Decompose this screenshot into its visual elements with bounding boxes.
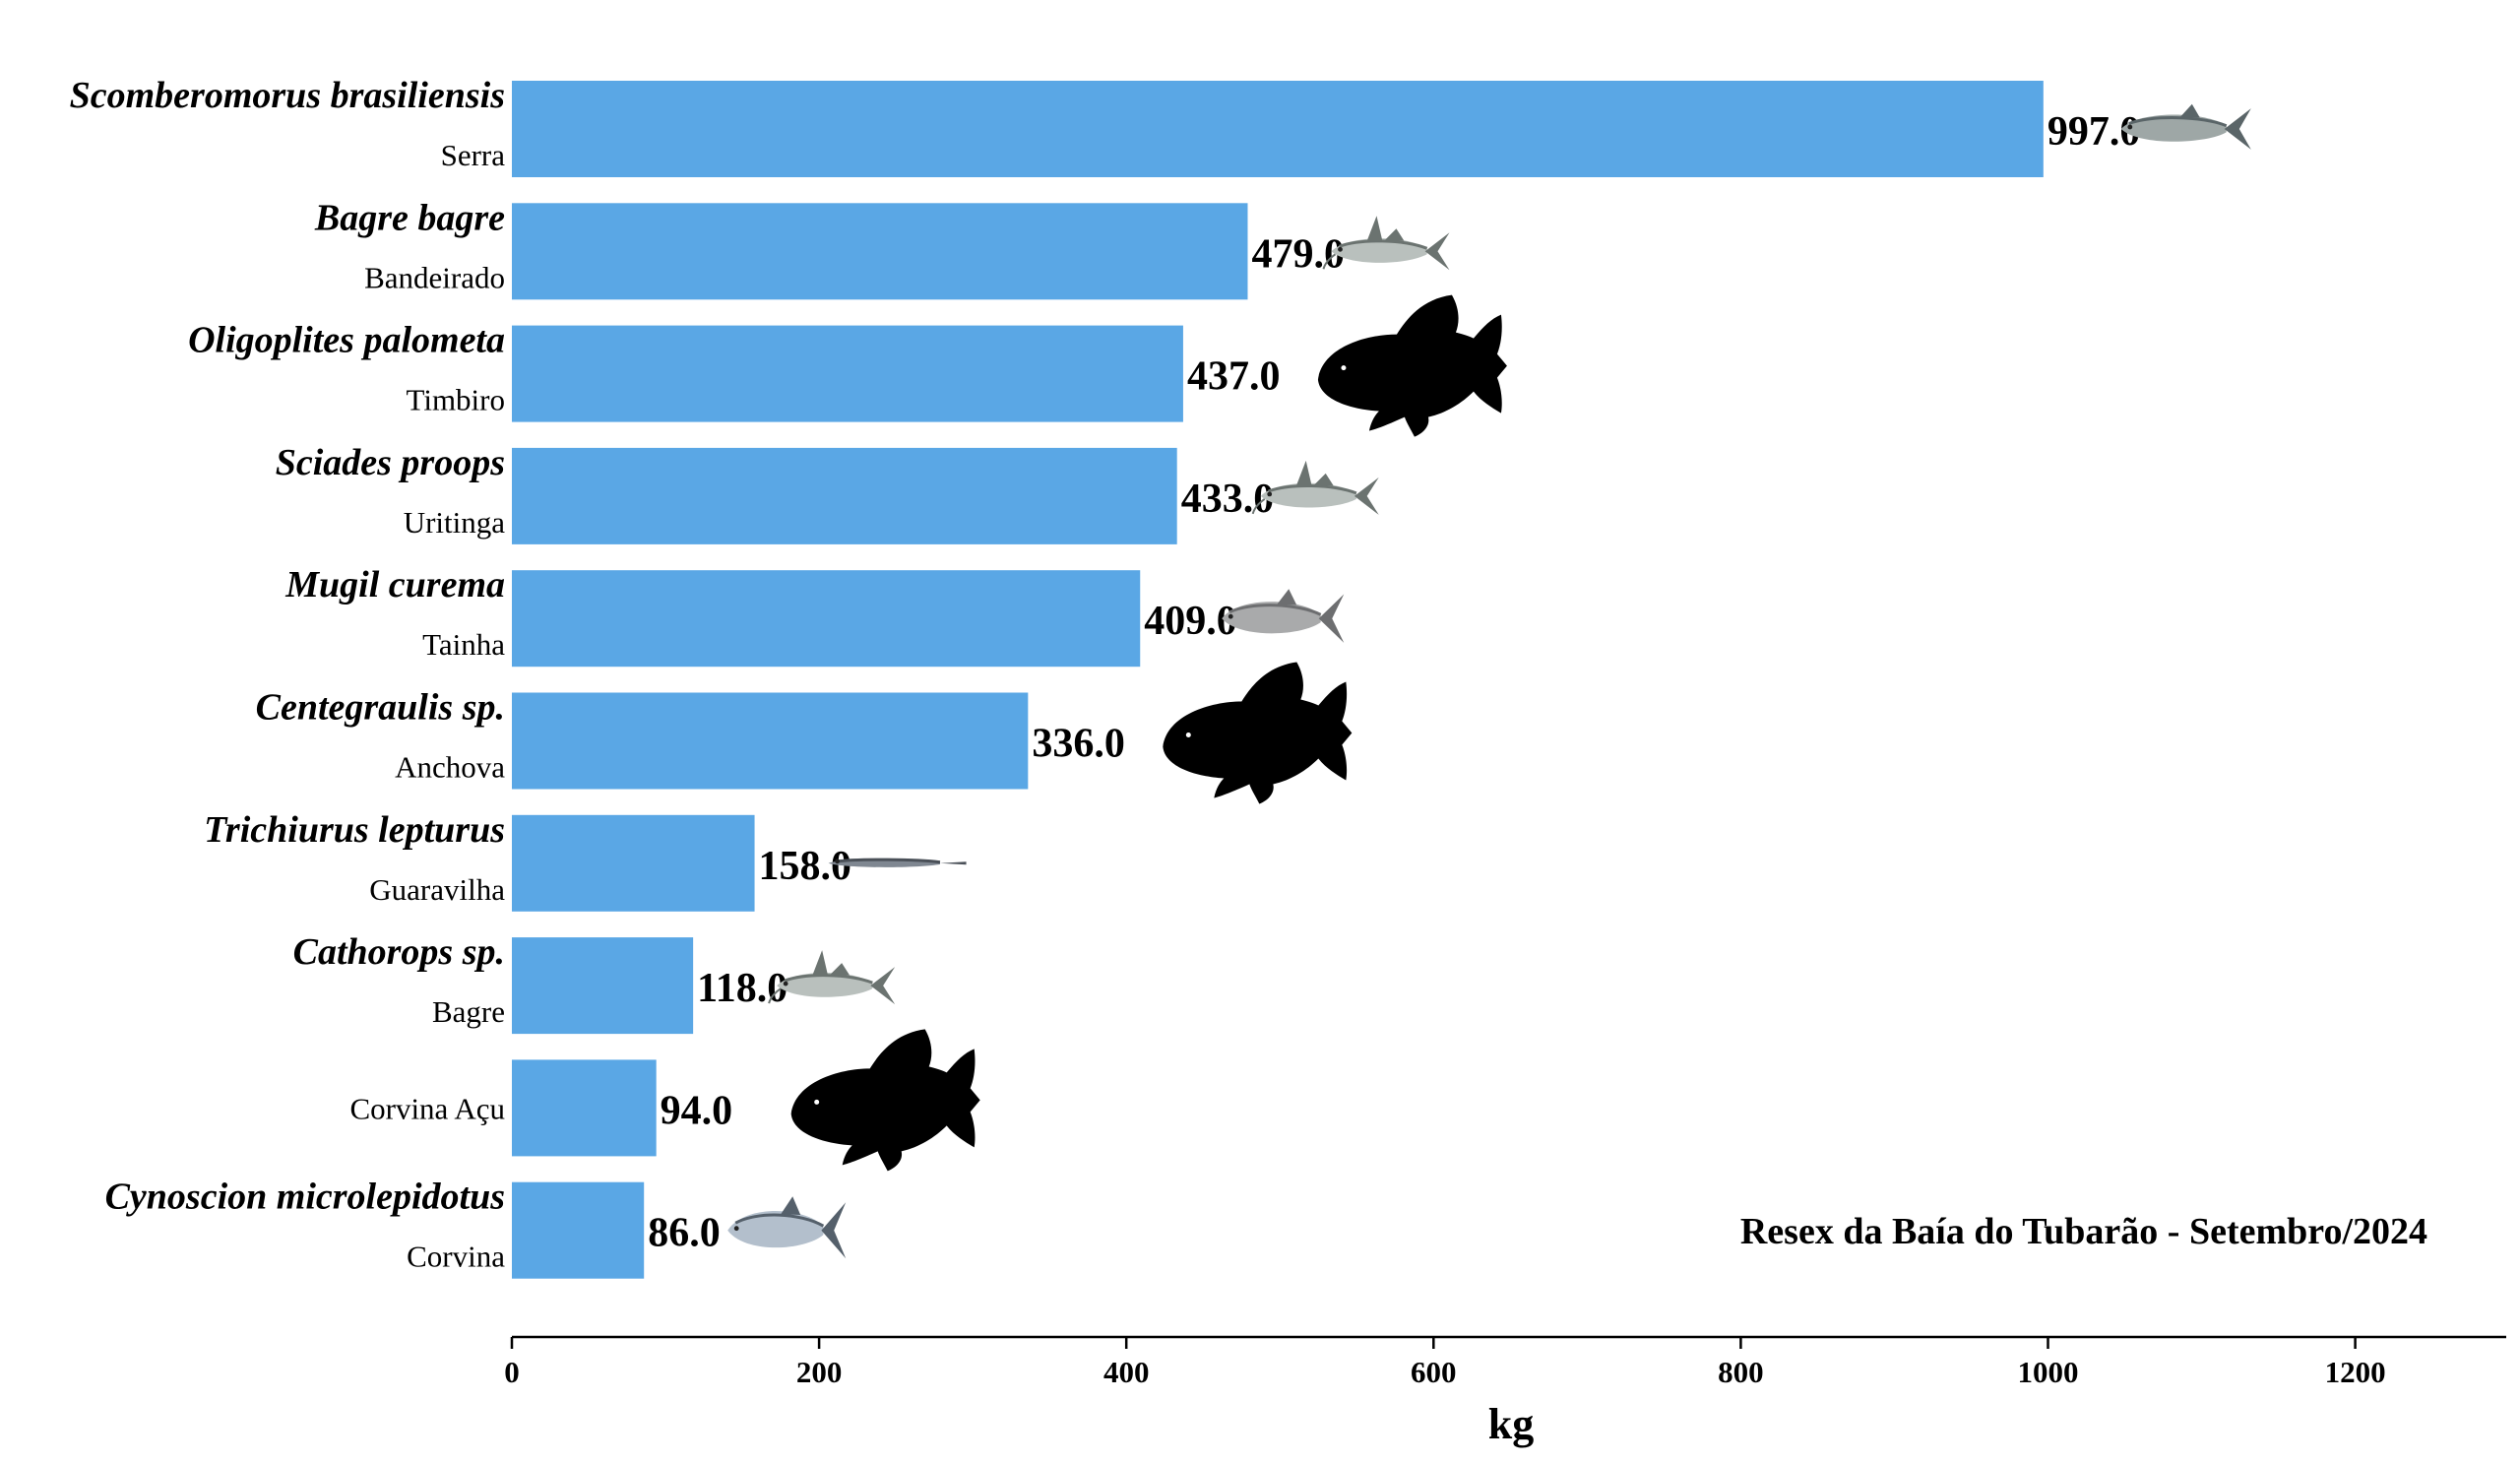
fish-silhouette-icon (1163, 662, 1353, 804)
x-tick-label: 200 (796, 1355, 843, 1389)
x-axis: 0 200 400 600 800 1000 1200 (504, 1335, 2506, 1389)
bar (512, 937, 694, 1035)
catfish-photo-icon (768, 950, 896, 1005)
value-label: 336.0 (1032, 722, 1125, 767)
scientific-name-label: Centegraulis sp. (256, 687, 505, 729)
value-label: 433.0 (1181, 477, 1275, 522)
fish-icons (727, 103, 2251, 1259)
value-label: 479.0 (1251, 231, 1345, 277)
value-label: 437.0 (1187, 354, 1281, 400)
mullet-photo-icon (1222, 589, 1345, 643)
value-label: 118.0 (697, 966, 788, 1011)
value-label: 94.0 (661, 1088, 733, 1133)
bar (512, 1059, 657, 1157)
common-name-label: Corvina Açu (349, 1091, 505, 1125)
croaker-photo-icon (727, 1196, 847, 1259)
cutlassfish-photo-icon (828, 858, 967, 867)
scientific-name-label: Oligoplites palometa (188, 320, 505, 361)
scientific-name-label: Bagre bagre (314, 197, 505, 238)
scientific-name-label: Sciades proops (276, 442, 505, 483)
x-tick-label: 1200 (2325, 1355, 2386, 1389)
scientific-name-label: Trichiurus lepturus (204, 809, 505, 851)
common-name-label: Tainha (422, 627, 505, 662)
catfish-photo-icon (1251, 460, 1379, 515)
value-label: 409.0 (1144, 599, 1237, 644)
bar (512, 81, 2044, 177)
bar (512, 447, 1177, 544)
category-labels: Scomberomorus brasiliensis Serra Bagre bag… (70, 75, 506, 1274)
value-label: 997.0 (2048, 109, 2141, 155)
value-label: 86.0 (648, 1211, 721, 1256)
chart-annotation: Resex da Baía do Tubarão - Setembro/2024 (1740, 1211, 2427, 1252)
x-axis-title: kg (1488, 1400, 1534, 1448)
scientific-name-label: Scomberomorus brasiliensis (70, 75, 505, 116)
scientific-name-label: Cathorops sp. (293, 931, 505, 973)
fish-silhouette-icon (790, 1029, 980, 1172)
x-tick-label: 400 (1103, 1355, 1150, 1389)
common-name-label: Timbiro (406, 383, 505, 417)
x-tick-label: 0 (504, 1355, 520, 1389)
common-name-label: Serra (441, 138, 506, 172)
common-name-label: Uritinga (404, 505, 506, 540)
bar (512, 325, 1183, 422)
x-tick-label: 600 (1411, 1355, 1457, 1389)
bar (512, 203, 1248, 300)
common-name-label: Bandeirado (364, 260, 505, 294)
bar (512, 692, 1029, 790)
fish-silhouette-icon (1317, 294, 1507, 437)
value-label: 158.0 (759, 844, 852, 889)
bars-layer (512, 81, 2044, 1279)
scientific-name-label: Cynoscion microlepidotus (105, 1177, 505, 1218)
bar (512, 814, 755, 912)
scientific-name-label: Mugil curema (284, 564, 505, 605)
x-tick-label: 800 (1718, 1355, 1764, 1389)
x-tick-label: 1000 (2018, 1355, 2079, 1389)
catfish-photo-icon (1322, 216, 1450, 271)
common-name-label: Guaravilha (369, 872, 505, 907)
mackerel-photo-icon (2120, 103, 2251, 150)
common-name-label: Corvina (407, 1240, 505, 1274)
value-labels: 997.0 479.0 437.0 433.0 409.0 336.0 158.0 118.0… (648, 109, 2140, 1256)
bar (512, 1181, 645, 1279)
bar (512, 570, 1141, 668)
common-name-label: Bagre (432, 994, 505, 1029)
common-name-label: Anchova (395, 750, 505, 785)
